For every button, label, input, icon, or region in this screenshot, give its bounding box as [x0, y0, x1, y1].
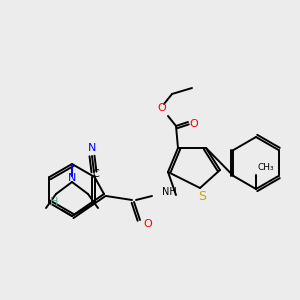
- Text: CH₃: CH₃: [258, 164, 274, 172]
- Text: N: N: [88, 143, 96, 153]
- Text: O: O: [144, 219, 152, 229]
- Text: N: N: [68, 173, 76, 183]
- Text: C: C: [93, 169, 99, 179]
- Text: S: S: [198, 190, 206, 203]
- Text: O: O: [190, 119, 198, 129]
- Text: H: H: [50, 197, 58, 207]
- Text: O: O: [158, 103, 166, 113]
- Text: NH: NH: [162, 187, 177, 197]
